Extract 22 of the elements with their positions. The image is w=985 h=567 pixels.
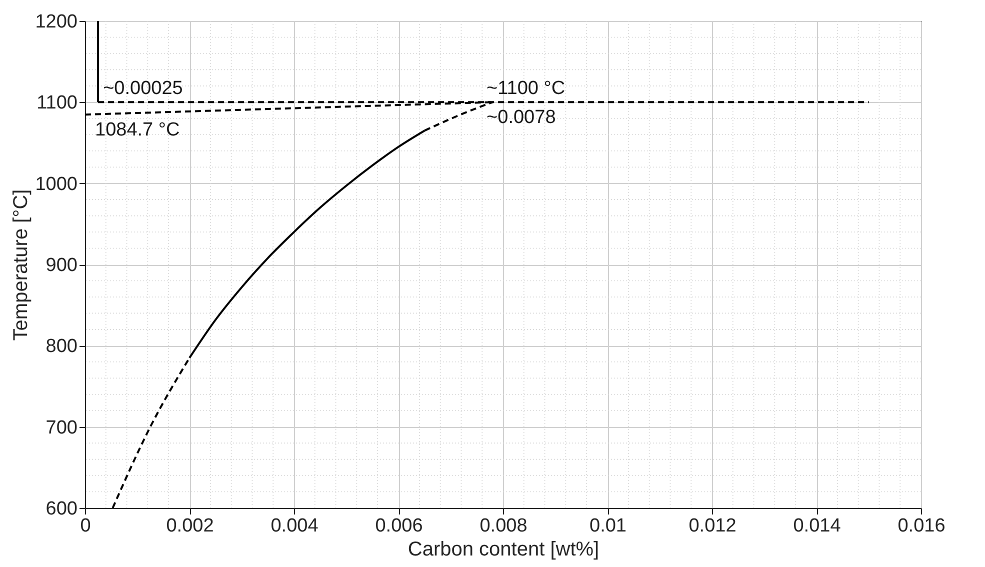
x-axis-title: Carbon content [wt%] — [408, 538, 600, 560]
x-tick-label: 0.006 — [375, 516, 423, 536]
x-tick-label: 0.004 — [270, 516, 319, 536]
annotation: ~1100 °C — [486, 78, 566, 100]
x-tick-label: 0.008 — [480, 516, 528, 536]
y-tick-label: 1200 — [35, 12, 78, 32]
x-tick-label: 0.002 — [166, 516, 214, 536]
y-tick-label: 700 — [46, 417, 78, 438]
y-tick-label: 800 — [46, 336, 78, 358]
annotation: ~0.0078 — [486, 107, 556, 128]
annotation: ~0.00025 — [103, 78, 183, 100]
y-tick-label: 1000 — [35, 174, 78, 195]
y-axis-title: Temperature [°C] — [10, 189, 32, 341]
x-tick-label: 0.01 — [590, 516, 626, 536]
annotation: 1084.7 °C — [95, 120, 180, 141]
x-tick-label: 0.012 — [688, 516, 736, 536]
x-tick-label: 0.014 — [793, 516, 842, 536]
y-tick-label: 1100 — [36, 92, 78, 114]
y-tick-label: 900 — [46, 255, 78, 276]
x-tick-label: 0 — [80, 516, 91, 536]
y-tick-label: 600 — [46, 498, 78, 520]
x-tick-label: 0.016 — [898, 516, 946, 536]
